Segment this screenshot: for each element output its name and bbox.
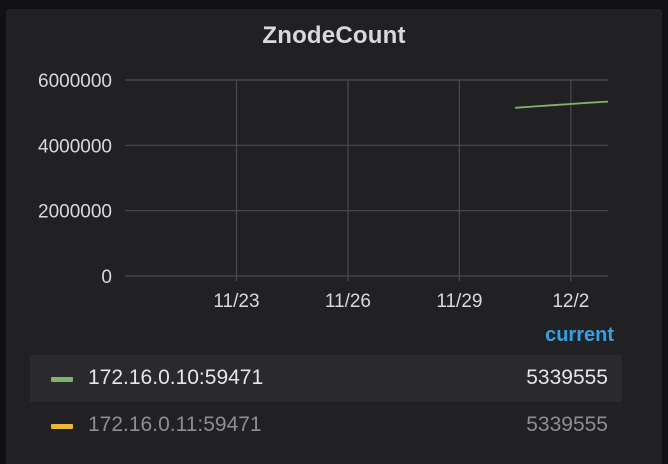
x-tick-label-3: 12/2 [552,291,589,312]
y-tick-label-2: 4000000 [38,136,112,157]
series-1-current-value: 5339555 [526,413,608,436]
x-tick-label-1: 11/26 [325,291,371,312]
series-1-color-swatch [51,424,73,429]
legend-row-series-1[interactable]: 172.16.0.11:59471 5339555 [30,402,622,449]
series-0-current-value: 5339555 [526,366,608,389]
y-axis-ticks: 0 2000000 4000000 6000000 [38,71,112,288]
x-axis-ticks: 11/23 11/26 11/29 12/2 [213,291,589,312]
y-tick-label-1: 2000000 [38,202,112,223]
legend-header-current[interactable]: current [545,324,614,346]
series-line-0[interactable] [515,100,609,109]
series-1-name[interactable]: 172.16.0.11:59471 [88,413,262,436]
chart-grid [125,79,608,281]
x-tick-label-2: 11/29 [436,291,482,312]
chart-series [515,100,609,109]
legend-row-series-0[interactable]: 172.16.0.10:59471 5339555 [30,355,622,402]
y-tick-label-3: 6000000 [38,71,112,92]
y-tick-label-0: 0 [101,267,112,288]
series-0-color-swatch [51,377,73,382]
series-0-name[interactable]: 172.16.0.10:59471 [88,366,264,389]
panel-title[interactable]: ZnodeCount [262,22,406,49]
x-tick-label-0: 11/23 [213,291,259,312]
